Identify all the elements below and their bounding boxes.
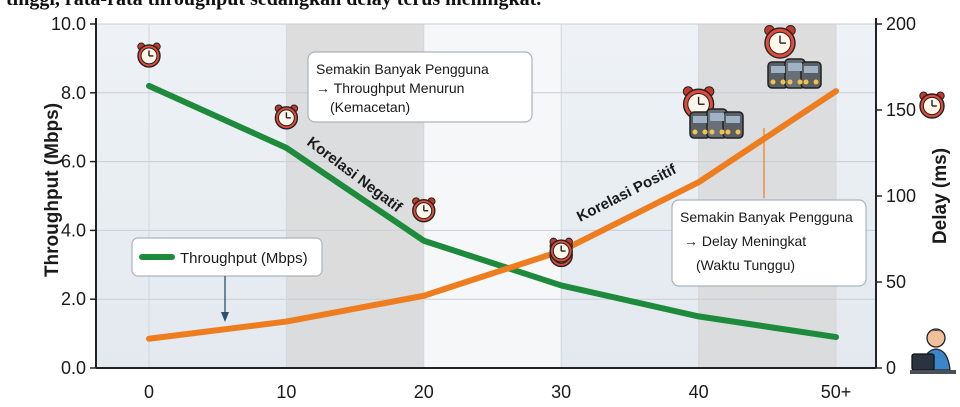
throughput-annotation: Semakin Banyak Pengguna → Throughput Men… [307, 51, 533, 123]
caption-strip: tinggi, rata-rata throughput sedangkan d… [0, 0, 960, 10]
throughput-point-marker [137, 42, 161, 68]
delay-point-marker [764, 25, 796, 59]
delay-note-line-2: → Delay Meningkat [684, 233, 806, 249]
caption-text: tinggi, rata-rata throughput sedangkan d… [6, 0, 541, 10]
y-left-tick-label: 8.0 [61, 83, 86, 103]
delay-annotation: Semakin Banyak Pengguna → Delay Meningka… [671, 128, 867, 287]
x-tick-labels: 0 10 20 30 40 50+ [144, 382, 851, 402]
delay-note-line-1: Semakin Banyak Pengguna [680, 209, 853, 225]
throughput-line [146, 82, 839, 341]
y-left-tick-label: 4.0 [61, 220, 86, 240]
throughput-note-line-1: Semakin Banyak Pengguna [316, 61, 489, 77]
y-left-tick-label: 2.0 [61, 289, 86, 309]
y-right-axis-title: Delay (ms) [930, 148, 951, 244]
traffic-jam-icon [689, 108, 744, 139]
y-left-tick-label: 0.0 [61, 358, 86, 378]
x-tick-label: 0 [144, 382, 154, 402]
y-left-axis-title: Throughput (Mbps) [42, 103, 63, 277]
throughput-note-line-2: → Throughput Menurun [316, 80, 464, 96]
throughput-point-marker [274, 104, 299, 130]
series-layer [146, 82, 839, 342]
y-right-tick-label: 150 [886, 100, 916, 120]
throughput-point-marker [412, 197, 436, 223]
x-tick-label: 20 [414, 382, 434, 402]
y-left-tick-label: 6.0 [61, 152, 86, 172]
delay-line [146, 88, 839, 342]
legend: Throughput (Mbps) [131, 237, 323, 322]
x-tick-label: 10 [276, 382, 296, 402]
y-left-tick-label: 10.0 [51, 14, 86, 34]
y-right-tick-label: 100 [886, 186, 916, 206]
throughput-note-line-3: (Kemacetan) [330, 99, 410, 115]
alarm-clock-icon [919, 91, 945, 119]
x-tick-label: 40 [689, 382, 709, 402]
legend-pointer-head [221, 312, 229, 322]
y-right-tick-labels: 0 50 100 150 200 [886, 14, 916, 378]
axes [90, 18, 882, 369]
y-right-tick-label: 0 [886, 358, 896, 378]
user-at-computer-icon [910, 328, 956, 374]
x-tick-label: 30 [551, 382, 571, 402]
y-right-tick-label: 200 [886, 14, 916, 34]
y-right-tick-label: 50 [886, 272, 906, 292]
x-tick-label: 50+ [821, 382, 852, 402]
y-left-tick-labels: 0.0 2.0 4.0 6.0 8.0 10.0 [51, 14, 86, 378]
delay-note-line-3: (Waktu Tunggu) [696, 257, 795, 273]
delay-point-marker [549, 237, 573, 263]
legend-label-throughput: Throughput (Mbps) [180, 250, 308, 267]
traffic-jam-icon [767, 58, 822, 89]
